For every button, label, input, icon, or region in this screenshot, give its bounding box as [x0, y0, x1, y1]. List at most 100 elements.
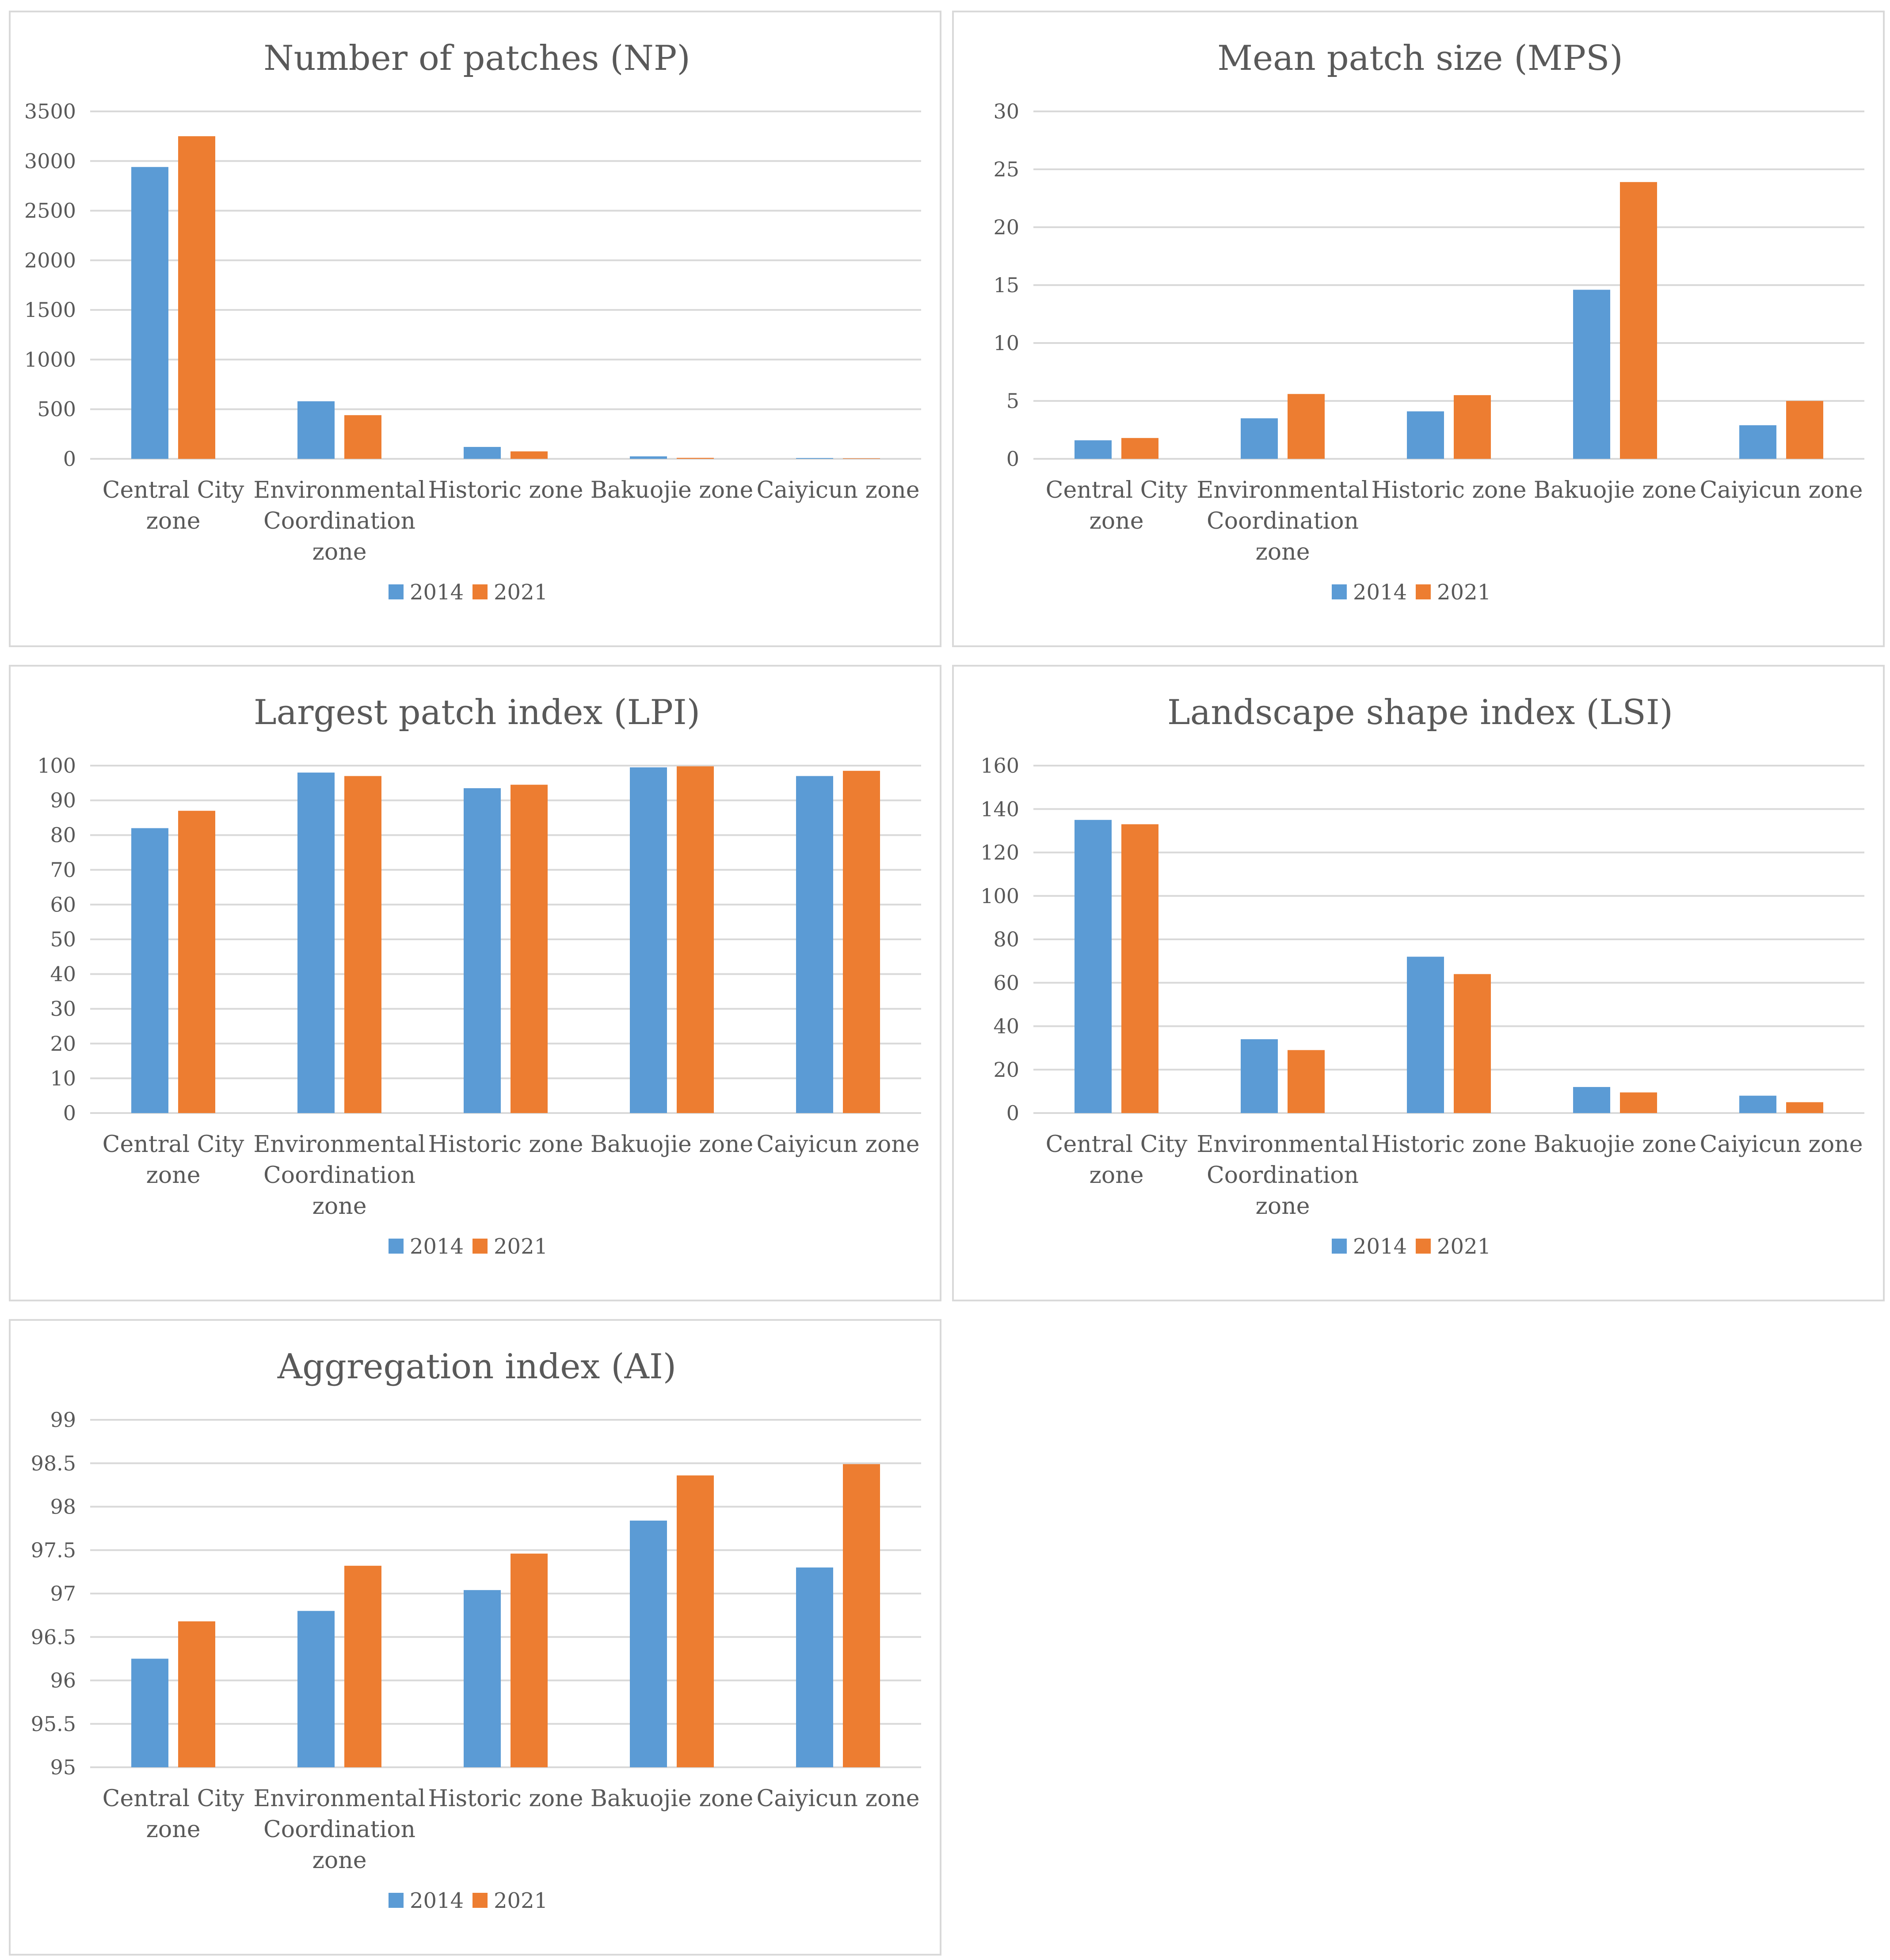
bar-2014	[796, 1567, 833, 1767]
bar-2021	[1288, 394, 1325, 459]
y-tick-label: 30	[993, 99, 1019, 123]
legend-label: 2021	[494, 1888, 548, 1913]
y-tick-label: 95.5	[31, 1712, 76, 1736]
bar-2014	[297, 401, 335, 459]
legend-swatch-2021	[1416, 1239, 1431, 1254]
y-tick-label: 0	[1006, 1101, 1019, 1125]
x-category-label: Caiyicun zone	[1699, 1131, 1863, 1158]
legend-swatch-2021	[472, 1239, 488, 1254]
x-category-label: Caiyicun zone	[1699, 477, 1863, 503]
y-tick-label: 160	[980, 754, 1019, 778]
y-tick-label: 0	[1006, 447, 1019, 471]
bar-2021	[344, 415, 381, 459]
y-tick-label: 99	[50, 1408, 76, 1432]
x-category-label: Environmental	[253, 1131, 425, 1158]
bar-2014	[297, 772, 335, 1113]
x-category-label: zone	[312, 1847, 367, 1874]
y-tick-label: 98.5	[31, 1451, 76, 1475]
y-tick-label: 2000	[24, 248, 76, 272]
y-tick-label: 40	[993, 1014, 1019, 1038]
legend-label: 2021	[1437, 1234, 1491, 1259]
legend-label: 2014	[410, 1888, 464, 1913]
x-category-label: zone	[146, 508, 201, 534]
bar-2014	[297, 1611, 335, 1767]
bar-2014	[131, 1659, 168, 1767]
y-tick-label: 50	[50, 927, 76, 951]
legend-swatch-2014	[389, 1893, 404, 1908]
chart-lsi: Landscape shape index (LSI) 0 20 40 60 80 100 1…	[980, 693, 1864, 1259]
bar-2021	[843, 770, 880, 1113]
x-category-label: Central City	[1046, 477, 1188, 503]
x-category-label: Historic zone	[428, 477, 583, 503]
x-category-label: zone	[312, 539, 367, 565]
y-tick-label: 10	[50, 1066, 76, 1090]
y-tick-label: 10	[993, 331, 1019, 355]
y-tick-label: 140	[980, 797, 1019, 821]
bar-2021	[1454, 974, 1491, 1113]
bar-2014	[1075, 820, 1112, 1113]
bar-2014	[464, 788, 501, 1113]
bar-2014	[1407, 957, 1444, 1113]
x-category-label: Historic zone	[428, 1131, 583, 1158]
legend-swatch-2014	[389, 1239, 404, 1254]
legend-label: 2021	[494, 1234, 548, 1259]
bar-2014	[1075, 440, 1112, 459]
chart-panel-lsi: Landscape shape index (LSI) 0 20 40 60 80 100 1…	[952, 665, 1885, 1301]
bar-2014	[1241, 418, 1278, 459]
legend-label: 2021	[494, 580, 548, 605]
x-category-label: Historic zone	[1372, 477, 1527, 503]
legend-label: 2014	[1353, 580, 1407, 605]
x-category-label: Historic zone	[1372, 1131, 1527, 1158]
y-tick-label: 0	[63, 1101, 76, 1125]
bar-2021	[677, 1475, 714, 1767]
y-tick-label: 20	[50, 1032, 76, 1056]
legend-swatch-2021	[472, 1893, 488, 1908]
y-tick-label: 20	[993, 1058, 1019, 1082]
bar-2021	[178, 811, 215, 1113]
chart-title: Landscape shape index (LSI)	[1167, 693, 1673, 732]
chart-title: Mean patch size (MPS)	[1217, 38, 1623, 78]
y-tick-label: 2500	[24, 199, 76, 223]
y-tick-label: 15	[993, 273, 1019, 297]
bar-2021	[1121, 438, 1158, 459]
y-tick-label: 1500	[24, 298, 76, 322]
legend-swatch-2014	[1332, 1239, 1347, 1254]
bar-2021	[843, 1464, 880, 1767]
bar-2021	[843, 458, 880, 459]
y-tick-label: 100	[980, 884, 1019, 908]
y-tick-label: 98	[50, 1495, 76, 1519]
bar-2014	[1739, 425, 1776, 459]
y-tick-label: 96	[50, 1669, 76, 1693]
x-category-label: Central City	[1046, 1131, 1188, 1158]
bar-2014	[131, 828, 168, 1113]
x-category-label: Bakuojie zone	[591, 1131, 754, 1158]
y-tick-label: 80	[50, 823, 76, 847]
x-category-label: Environmental	[1196, 477, 1368, 503]
legend-label: 2021	[1437, 580, 1491, 605]
chart-panel-lpi: Largest patch index (LPI) 0 10 20 30 40 50 60 70…	[9, 665, 941, 1301]
x-category-label: Coordination	[1207, 508, 1359, 534]
bar-2021	[1454, 395, 1491, 459]
x-category-label: Central City	[103, 1785, 244, 1812]
x-category-label: Central City	[103, 477, 244, 503]
bar-2021	[511, 1553, 548, 1767]
x-category-label: Bakuojie zone	[591, 477, 754, 503]
x-category-label: Central City	[103, 1131, 244, 1158]
bar-2014	[1573, 290, 1610, 459]
y-tick-label: 100	[37, 754, 76, 778]
bar-2014	[796, 458, 833, 459]
x-category-label: Coordination	[263, 1162, 415, 1189]
bar-2014	[1407, 411, 1444, 459]
bar-2021	[1620, 182, 1657, 459]
y-tick-label: 30	[50, 997, 76, 1021]
x-category-label: Caiyicun zone	[756, 1785, 919, 1812]
bar-2021	[1121, 824, 1158, 1113]
bar-2014	[464, 1590, 501, 1767]
chart-lpi: Largest patch index (LPI) 0 10 20 30 40 50 60 70…	[37, 693, 921, 1259]
bar-2014	[796, 776, 833, 1113]
legend-label: 2014	[410, 580, 464, 605]
x-category-label: zone	[312, 1193, 367, 1220]
y-tick-label: 20	[993, 215, 1019, 239]
x-category-label: Coordination	[1207, 1162, 1359, 1189]
bar-2014	[1241, 1039, 1278, 1113]
